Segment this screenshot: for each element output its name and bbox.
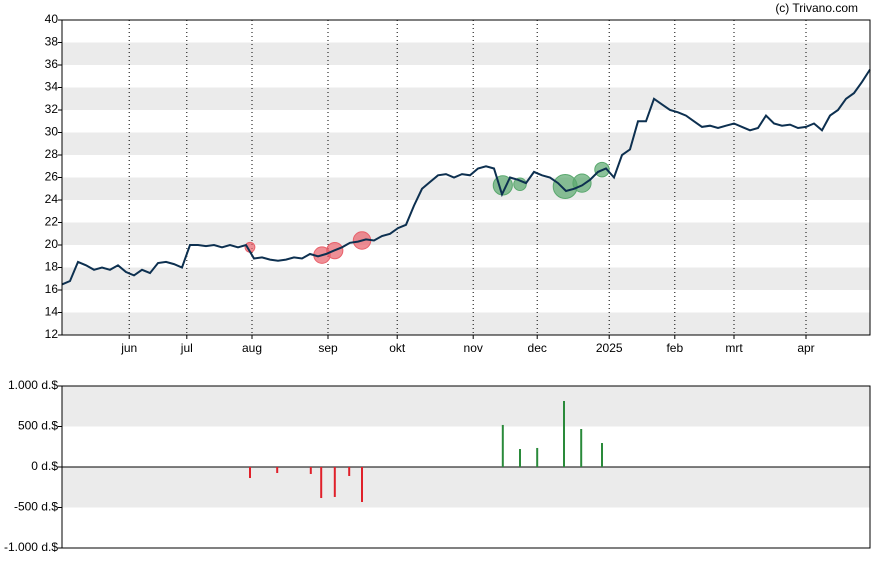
y-tick-label: 34	[45, 80, 59, 94]
x-tick-label: feb	[666, 341, 683, 355]
band	[62, 132, 870, 155]
bar	[348, 467, 351, 476]
x-tick-label: aug	[242, 341, 262, 355]
plot-frame	[61, 385, 871, 549]
y-tick-label: 16	[45, 282, 59, 296]
bar	[249, 467, 251, 479]
y-tick-label: 0 d.$	[31, 459, 58, 473]
x-tick-label: jul	[180, 341, 193, 355]
bar	[320, 467, 323, 499]
y-tick-label: 40	[45, 12, 59, 26]
bar	[276, 467, 279, 473]
band	[62, 312, 870, 335]
y-tick-label: 14	[45, 305, 59, 319]
x-tick-label: dec	[528, 341, 547, 355]
plot-frame	[61, 19, 871, 336]
band	[62, 386, 870, 427]
chart-title: (c) Trivano.com	[775, 1, 858, 15]
price-line	[61, 68, 871, 286]
y-tick-label: 20	[45, 237, 59, 251]
x-tick-label: apr	[797, 341, 814, 355]
x-tick-label: mrt	[725, 341, 743, 355]
band	[62, 467, 870, 508]
bar	[536, 447, 539, 467]
bar	[563, 400, 565, 467]
x-tick-label: sep	[318, 341, 338, 355]
x-tick-label: okt	[389, 341, 406, 355]
bar	[501, 424, 504, 467]
x-tick-label: 2025	[596, 341, 623, 355]
band	[62, 222, 870, 245]
y-tick-label: 24	[45, 192, 59, 206]
y-tick-label: 1.000 d.$	[8, 378, 58, 392]
y-tick-label: -1.000 d.$	[4, 540, 58, 554]
bar	[580, 429, 583, 467]
bar	[601, 443, 603, 467]
x-tick-label: nov	[464, 341, 483, 355]
bubble	[572, 173, 592, 193]
bar	[333, 467, 336, 497]
band	[62, 267, 870, 290]
y-tick-label: 12	[45, 327, 59, 341]
y-tick-label: 32	[45, 102, 59, 116]
y-tick-label: 26	[45, 170, 59, 184]
y-tick-label: 30	[45, 125, 59, 139]
y-tick-label: 18	[45, 260, 59, 274]
y-tick-label: 28	[45, 147, 59, 161]
band	[62, 42, 870, 65]
y-tick-label: 22	[45, 215, 59, 229]
y-tick-label: 38	[45, 35, 59, 49]
bar	[361, 467, 363, 502]
band	[62, 177, 870, 200]
y-tick-label: -500 d.$	[14, 500, 58, 514]
bar	[519, 449, 521, 467]
bar	[309, 467, 312, 474]
y-tick-label: 500 d.$	[18, 419, 58, 433]
band	[62, 87, 870, 110]
y-tick-label: 36	[45, 57, 59, 71]
x-tick-label: jun	[120, 341, 137, 355]
